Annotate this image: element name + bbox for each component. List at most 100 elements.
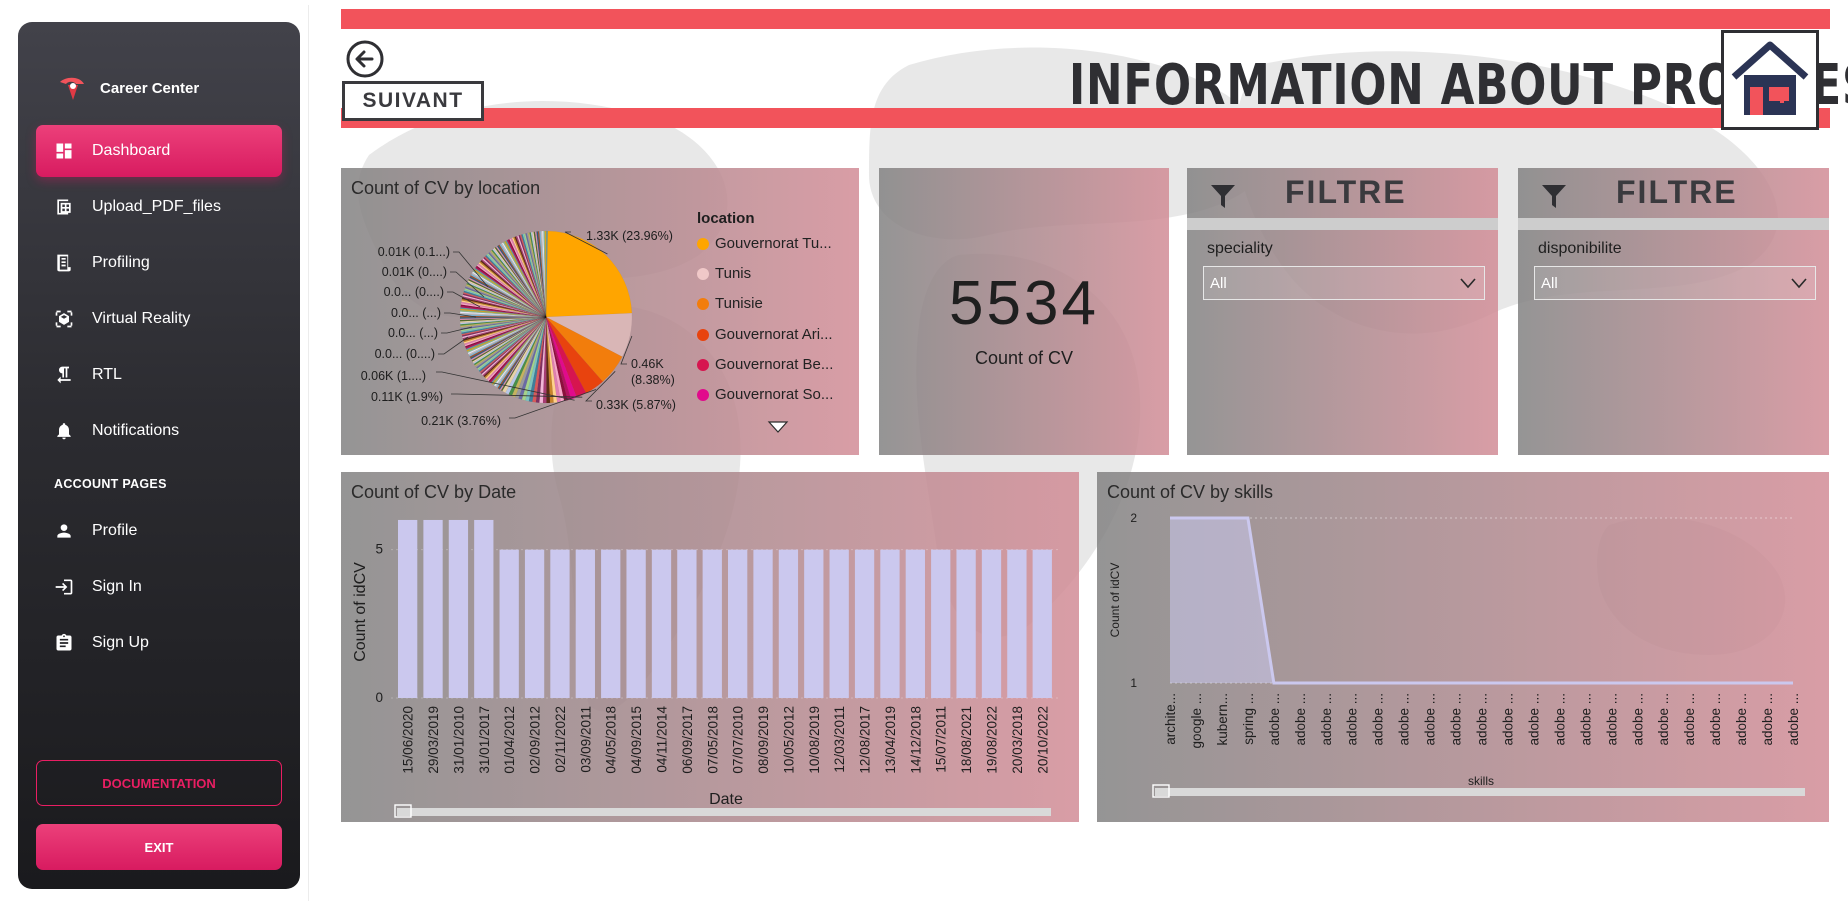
pie-slice-other[interactable] xyxy=(521,234,547,318)
pie-slice-other[interactable] xyxy=(473,316,547,366)
pie-slice-other[interactable] xyxy=(525,316,547,402)
pie-slice-other[interactable] xyxy=(460,316,547,329)
pie-slice-other[interactable] xyxy=(497,316,547,389)
pie-slice-other[interactable] xyxy=(460,308,547,318)
pie-slice-other[interactable] xyxy=(492,248,547,318)
bar[interactable] xyxy=(1032,549,1052,698)
bar[interactable] xyxy=(575,549,595,698)
legend-item[interactable]: Gouvernorat Ari... xyxy=(697,326,833,343)
bar[interactable] xyxy=(931,549,951,698)
pie-slice-other[interactable] xyxy=(480,316,547,375)
home-button[interactable] xyxy=(1721,30,1819,130)
bar[interactable] xyxy=(1007,549,1027,698)
pie-slice-other[interactable] xyxy=(461,300,547,318)
pie-slice-other[interactable] xyxy=(467,316,547,355)
pie-slice-other[interactable] xyxy=(519,234,547,318)
pie-slice-other[interactable] xyxy=(486,253,547,318)
legend-item[interactable]: Tunisie xyxy=(697,295,763,312)
pie-slice-other[interactable] xyxy=(475,266,547,318)
pie-slice-other[interactable] xyxy=(464,316,547,346)
pie-slice-other[interactable] xyxy=(471,272,547,318)
speciality-select[interactable]: All xyxy=(1203,266,1485,300)
pie-slice-other[interactable] xyxy=(528,316,547,403)
pie-slice-other[interactable] xyxy=(460,307,547,318)
pie-slice-other[interactable] xyxy=(493,247,547,318)
pie-slice-other[interactable] xyxy=(460,301,547,318)
pie-slice-other[interactable] xyxy=(465,316,547,350)
pie-slice-other[interactable] xyxy=(490,250,547,318)
pie-slice-other[interactable] xyxy=(460,305,547,318)
pie-slice-other[interactable] xyxy=(505,240,547,318)
pie-slice-other[interactable] xyxy=(460,309,547,318)
pie-slice-other[interactable] xyxy=(482,257,547,318)
sidebar-item-profiling[interactable]: Profiling xyxy=(36,237,282,289)
pie-slice-other[interactable] xyxy=(468,277,547,318)
pie-slice-other[interactable] xyxy=(521,316,547,401)
pie-slice-other[interactable] xyxy=(517,235,547,318)
pie-slice-other[interactable] xyxy=(474,316,547,367)
pie-slice-other[interactable] xyxy=(523,233,547,318)
pie-slice-other[interactable] xyxy=(459,311,547,318)
sidebar-item-dashboard[interactable]: Dashboard xyxy=(36,125,282,177)
bar[interactable] xyxy=(677,549,697,698)
pie-slice-other[interactable] xyxy=(479,316,547,374)
bar[interactable] xyxy=(423,519,443,698)
pie-slice-other[interactable] xyxy=(475,316,547,368)
pie-slice-other[interactable] xyxy=(463,316,547,344)
pie-slice-other[interactable] xyxy=(484,255,547,318)
pie-slice-other[interactable] xyxy=(536,231,547,318)
pie-slice-other[interactable] xyxy=(500,316,547,392)
bar[interactable] xyxy=(829,549,849,698)
sidebar-item-notifications[interactable]: Notifications xyxy=(36,405,282,457)
bar[interactable] xyxy=(398,519,418,698)
pie-slice-other[interactable] xyxy=(463,290,547,318)
pie-slice-other[interactable] xyxy=(532,316,547,403)
pie-slice-other[interactable] xyxy=(513,236,547,318)
pie-slice-other[interactable] xyxy=(488,252,547,318)
pie-slice-other[interactable] xyxy=(504,240,547,318)
legend-item[interactable]: Gouvernorat Be... xyxy=(697,356,833,373)
pie-slice-other[interactable] xyxy=(463,316,547,343)
pie-slice-other[interactable] xyxy=(464,316,547,347)
pie-slice-other[interactable] xyxy=(515,235,547,318)
pie-slice-other[interactable] xyxy=(545,316,558,403)
pie-slice-other[interactable] xyxy=(494,246,547,318)
pie-slice-other[interactable] xyxy=(506,239,547,318)
pie-slice-other[interactable] xyxy=(470,316,547,360)
pie-slice-other[interactable] xyxy=(545,316,554,404)
pie-slice-other[interactable] xyxy=(463,289,547,318)
pie-slice-other[interactable] xyxy=(530,231,547,318)
pie-slice-other[interactable] xyxy=(491,249,547,318)
pie-slice-other[interactable] xyxy=(541,230,547,318)
pie-slice-other[interactable] xyxy=(485,316,547,380)
pie-slice-other[interactable] xyxy=(461,297,547,318)
pie-slice-other[interactable] xyxy=(461,316,547,337)
pie-slice-other[interactable] xyxy=(460,316,547,326)
pie-slice-other[interactable] xyxy=(469,275,547,318)
pie-slice-other[interactable] xyxy=(465,316,547,351)
legend-item[interactable]: Gouvernorat Tu... xyxy=(697,235,832,252)
pie-slice-other[interactable] xyxy=(527,232,547,318)
pie-slice-other[interactable] xyxy=(476,264,547,318)
bar[interactable] xyxy=(601,549,621,698)
bar[interactable] xyxy=(702,549,722,698)
legend-scroll-down-icon[interactable] xyxy=(767,420,789,434)
disponibilite-select[interactable]: All xyxy=(1534,266,1816,300)
pie-slice-other[interactable] xyxy=(461,316,547,335)
pie-slice-other[interactable] xyxy=(464,286,547,318)
back-arrow-icon[interactable] xyxy=(345,39,385,79)
pie-slice-other[interactable] xyxy=(462,293,547,318)
pie-slice-other[interactable] xyxy=(526,232,547,318)
scrollbar-handle[interactable] xyxy=(1152,784,1170,798)
pie-slice-other[interactable] xyxy=(460,304,547,318)
pie-slice-other[interactable] xyxy=(505,316,547,395)
pie-slice-other[interactable] xyxy=(511,237,547,318)
pie-slice-other[interactable] xyxy=(464,316,547,348)
area-line[interactable] xyxy=(1170,516,1793,685)
pie-slice-other[interactable] xyxy=(518,316,547,400)
bar[interactable] xyxy=(550,549,570,698)
pie-slice-other[interactable] xyxy=(539,231,547,318)
pie-slice-other[interactable] xyxy=(502,241,547,318)
pie-slice-other[interactable] xyxy=(542,316,547,404)
pie-slice-other[interactable] xyxy=(487,253,547,318)
